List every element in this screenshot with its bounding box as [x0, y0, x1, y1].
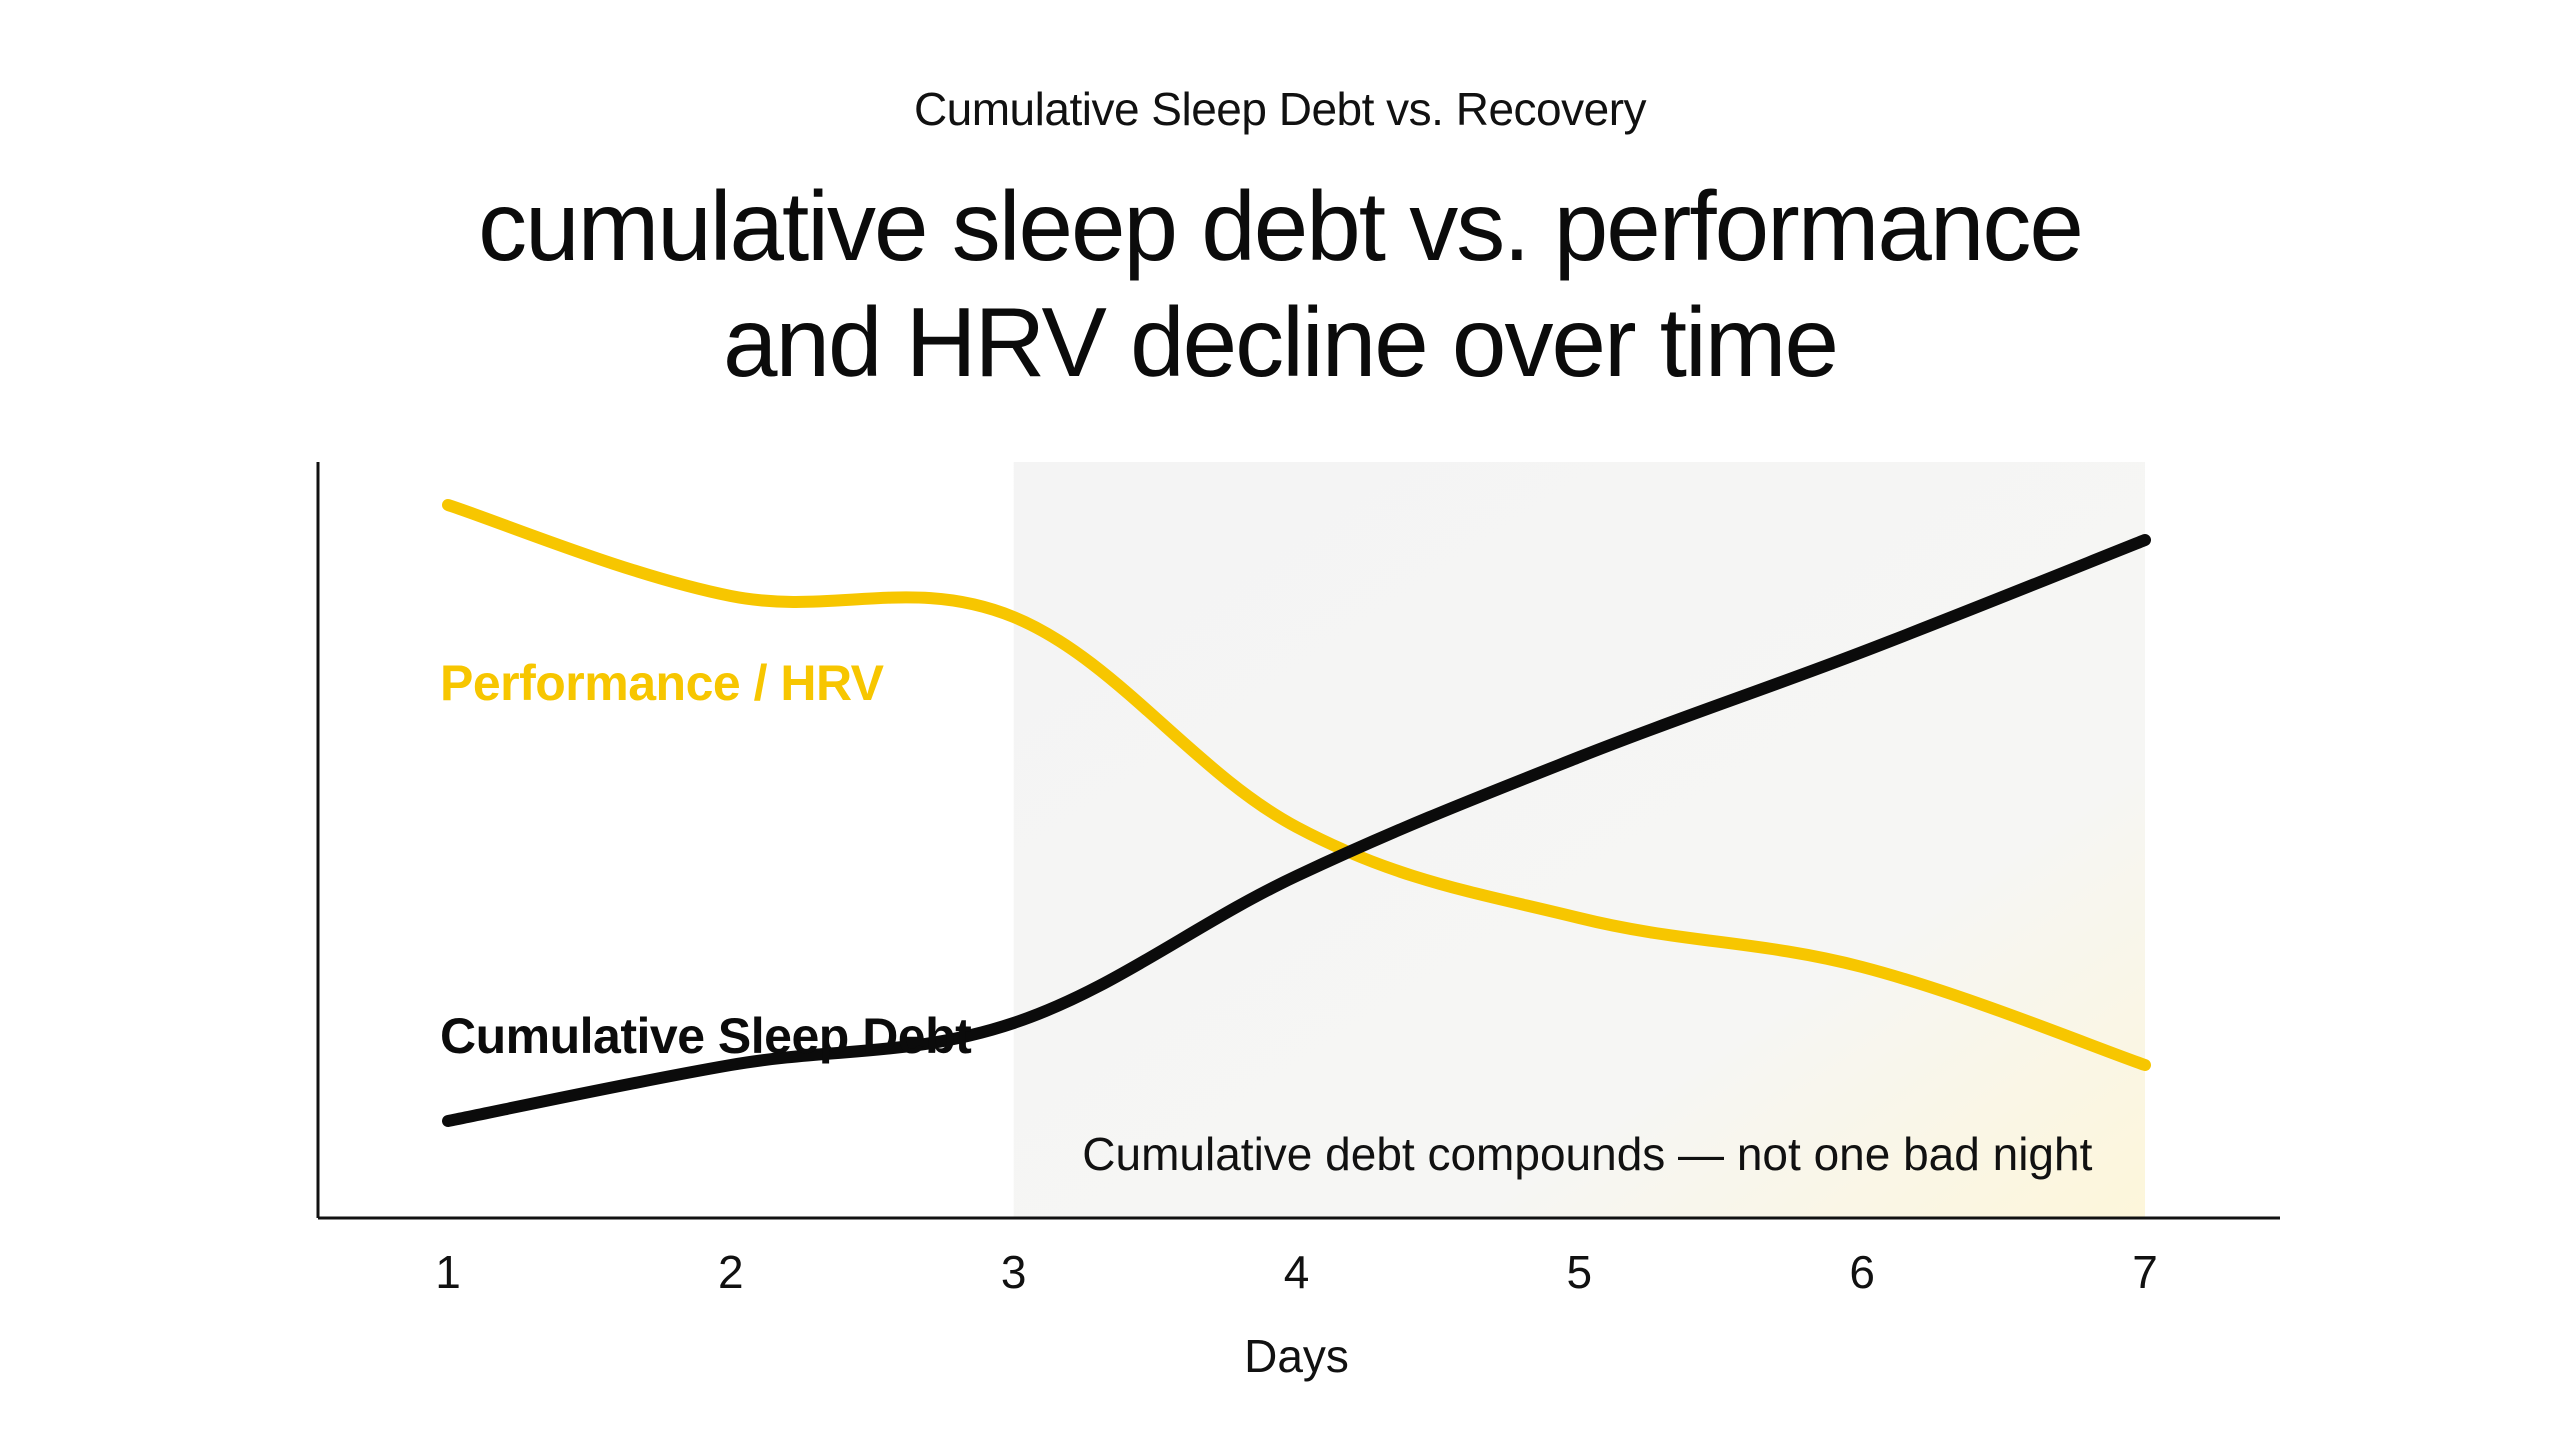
- chart-axes: 1 2 3 4 5 6 7 Days: [316, 462, 2280, 1382]
- x-tick-label: 1: [435, 1246, 461, 1298]
- x-tick-label: 6: [1849, 1246, 1875, 1298]
- series-label-sleep-debt: Cumulative Sleep Debt: [440, 1008, 972, 1064]
- shaded-region-annotation: Cumulative debt compounds — not one bad …: [1082, 1128, 2092, 1180]
- shaded-region: [1013, 462, 2145, 1218]
- x-tick-label: 7: [2132, 1246, 2158, 1298]
- chart-title-line-2: and HRV decline over time: [723, 287, 1839, 397]
- x-tick-label: 2: [718, 1246, 744, 1298]
- performance-hrv-line: [442, 499, 2151, 1071]
- chart-title: cumulative sleep debt vs. performance an…: [0, 168, 2560, 400]
- chart-title-line-1: cumulative sleep debt vs. performance: [478, 171, 2084, 281]
- x-tick-label: 5: [1567, 1246, 1593, 1298]
- chart-eyebrow: Cumulative Sleep Debt vs. Recovery: [913, 83, 1647, 135]
- x-tick-label: 4: [1284, 1246, 1310, 1298]
- x-axis-label: Days: [1244, 1330, 1349, 1382]
- chart-series: [442, 499, 2151, 1127]
- series-label-performance: Performance / HRV: [440, 655, 885, 711]
- chart-labels: Performance / HRV Cumulative Sleep Debt Cu…: [440, 655, 2093, 1180]
- x-tick-label: 3: [1001, 1246, 1027, 1298]
- sleep-debt-line: [442, 534, 2151, 1127]
